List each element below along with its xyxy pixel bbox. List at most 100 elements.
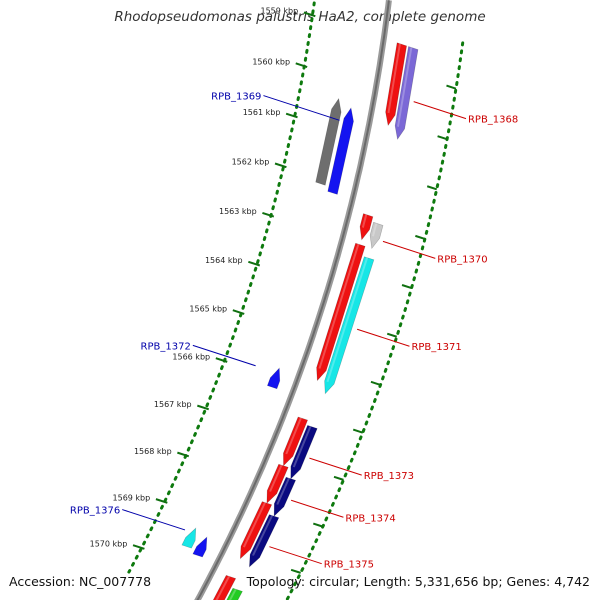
gene-label-leader: [122, 509, 186, 531]
gene-label-text: RPB_1372: [141, 341, 191, 352]
gene-arrow-highlight: [252, 515, 274, 556]
gene-arrow-body: [369, 221, 384, 250]
gene-arrow: [283, 416, 308, 467]
gene-arrow: [212, 575, 237, 600]
gene-arrow-body: [283, 416, 308, 467]
gene-arrow: [327, 107, 354, 195]
gene-arrow: [315, 97, 342, 186]
gene-arrow-body: [226, 587, 243, 600]
kbp-minor-tick: [352, 428, 364, 434]
backbone-inner-line: [196, 0, 390, 600]
gene-arrow: [266, 463, 289, 504]
gene-arrow: [324, 256, 375, 395]
gene-arrow-body: [239, 501, 273, 560]
gene-arrow-highlight: [242, 502, 266, 548]
kbp-minor-tick: [386, 332, 398, 338]
kbp-minor-tick: [446, 84, 457, 90]
accession-text: Accession: NC_007778: [9, 574, 152, 589]
kbp-minor-tick: [312, 522, 324, 528]
topology-summary: Topology: circular; Length: 5,331,656 bp…: [246, 574, 590, 589]
gene-arrow-body: [327, 107, 354, 195]
kbp-tick-mark: [274, 162, 287, 169]
gene-arrow-body: [266, 463, 289, 504]
gene-label-leader: [290, 499, 344, 518]
kbp-tick-label: 1564 kbp: [205, 256, 243, 265]
gene-arrow-highlight: [276, 477, 290, 505]
gene-arrow-highlight: [269, 464, 283, 492]
kbp-minor-tick: [370, 380, 381, 386]
kbp-tick-label: 1569 kbp: [113, 493, 151, 502]
kbp-tick-label: 1560 kbp: [252, 57, 290, 66]
kbp-ticks: 1559 kbp 1560 kbp 1561 kbp 1562 kbp 1563 kbp…: [90, 7, 457, 574]
gene-label-text: RPB_1375: [324, 560, 374, 571]
gene-arrow: [316, 242, 366, 382]
gene-arrow-body: [324, 256, 375, 395]
kbp-minor-tick: [437, 135, 448, 141]
kbp-minor-tick: [401, 284, 412, 290]
map-title: Rhodopseudomonas palustris HaA2, complet…: [114, 9, 486, 25]
gene-label-leader: [263, 95, 340, 121]
gene-arrow: [226, 587, 243, 600]
gene-arrow: [385, 42, 407, 127]
gene-arrow-body: [385, 42, 407, 127]
gene-arrow-body: [394, 46, 419, 140]
gene-arrow-body: [316, 242, 366, 382]
gene-arrow: [359, 213, 374, 241]
gene-label-leader: [382, 240, 436, 259]
gene-arrow-highlight: [228, 588, 237, 600]
kbp-tick-label: 1566 kbp: [172, 352, 210, 361]
gene-arrow-body: [267, 367, 281, 390]
gene-label-leader: [309, 457, 362, 476]
kbp-tick-label: 1561 kbp: [243, 108, 281, 117]
gene-label-text: RPB_1369: [211, 92, 261, 103]
kbp-minor-tick: [290, 568, 301, 574]
kbp-tick-mark: [197, 404, 210, 411]
kbp-tick-mark: [232, 309, 245, 315]
gene-label-leader: [192, 344, 256, 367]
gene-arrow: [273, 476, 297, 517]
kbp-tick-label: 1570 kbp: [90, 539, 128, 548]
gene-arrow: [267, 367, 281, 390]
kbp-tick-mark: [132, 544, 145, 550]
gene-arrow-body: [212, 575, 237, 600]
gene-arrow: [239, 501, 273, 560]
gene-arrow-highlight: [326, 257, 369, 383]
gene-arrow-body: [359, 213, 374, 241]
gene-label-text: RPB_1376: [70, 506, 120, 517]
kbp-tick-mark: [262, 211, 275, 218]
gene-arrow-highlight: [318, 243, 360, 369]
kbp-tick-mark: [177, 451, 190, 458]
gene-arrow-body: [290, 425, 318, 480]
gene-arrow-body: [273, 476, 297, 517]
kbp-tick-mark: [303, 11, 316, 18]
gene-label-leader: [269, 546, 322, 565]
gene-arrow: [369, 221, 384, 250]
gene-arrow: [249, 514, 280, 568]
inner-dotted-ring: [127, 0, 317, 574]
outer-dotted-ring: [285, 41, 465, 600]
kbp-tick-mark: [295, 62, 308, 68]
gene-label-text: RPB_1368: [468, 115, 518, 126]
kbp-minor-tick: [426, 185, 438, 191]
dotted-rings: [127, 0, 465, 600]
kbp-tick-mark: [215, 357, 228, 363]
gene-label-leader: [356, 328, 410, 347]
gene-arrow-highlight: [215, 576, 230, 600]
gene-labels: RPB_1368 RPB_1369 RPB_1370 RPB_1371 RPB_1372…: [70, 92, 518, 571]
gene-arrow-highlight: [372, 222, 378, 237]
gene-arrow: [290, 425, 318, 480]
gene-arrow-highlight: [361, 214, 368, 228]
gene-label-text: RPB_1373: [364, 471, 414, 482]
kbp-tick-label: 1565 kbp: [189, 304, 227, 313]
kbp-tick-label: 1567 kbp: [154, 400, 192, 409]
kbp-tick-label: 1559 kbp: [260, 7, 298, 16]
kbp-tick-label: 1562 kbp: [232, 158, 270, 167]
kbp-minor-tick: [333, 475, 344, 481]
kbp-tick-mark: [248, 260, 261, 267]
kbp-tick-mark: [155, 498, 168, 504]
gene-arrow-body: [181, 527, 197, 549]
gene-label-text: RPB_1370: [437, 254, 487, 265]
gene-label-text: RPB_1371: [411, 342, 461, 353]
gene-arrow: [192, 536, 208, 558]
gene-features: [181, 42, 419, 600]
